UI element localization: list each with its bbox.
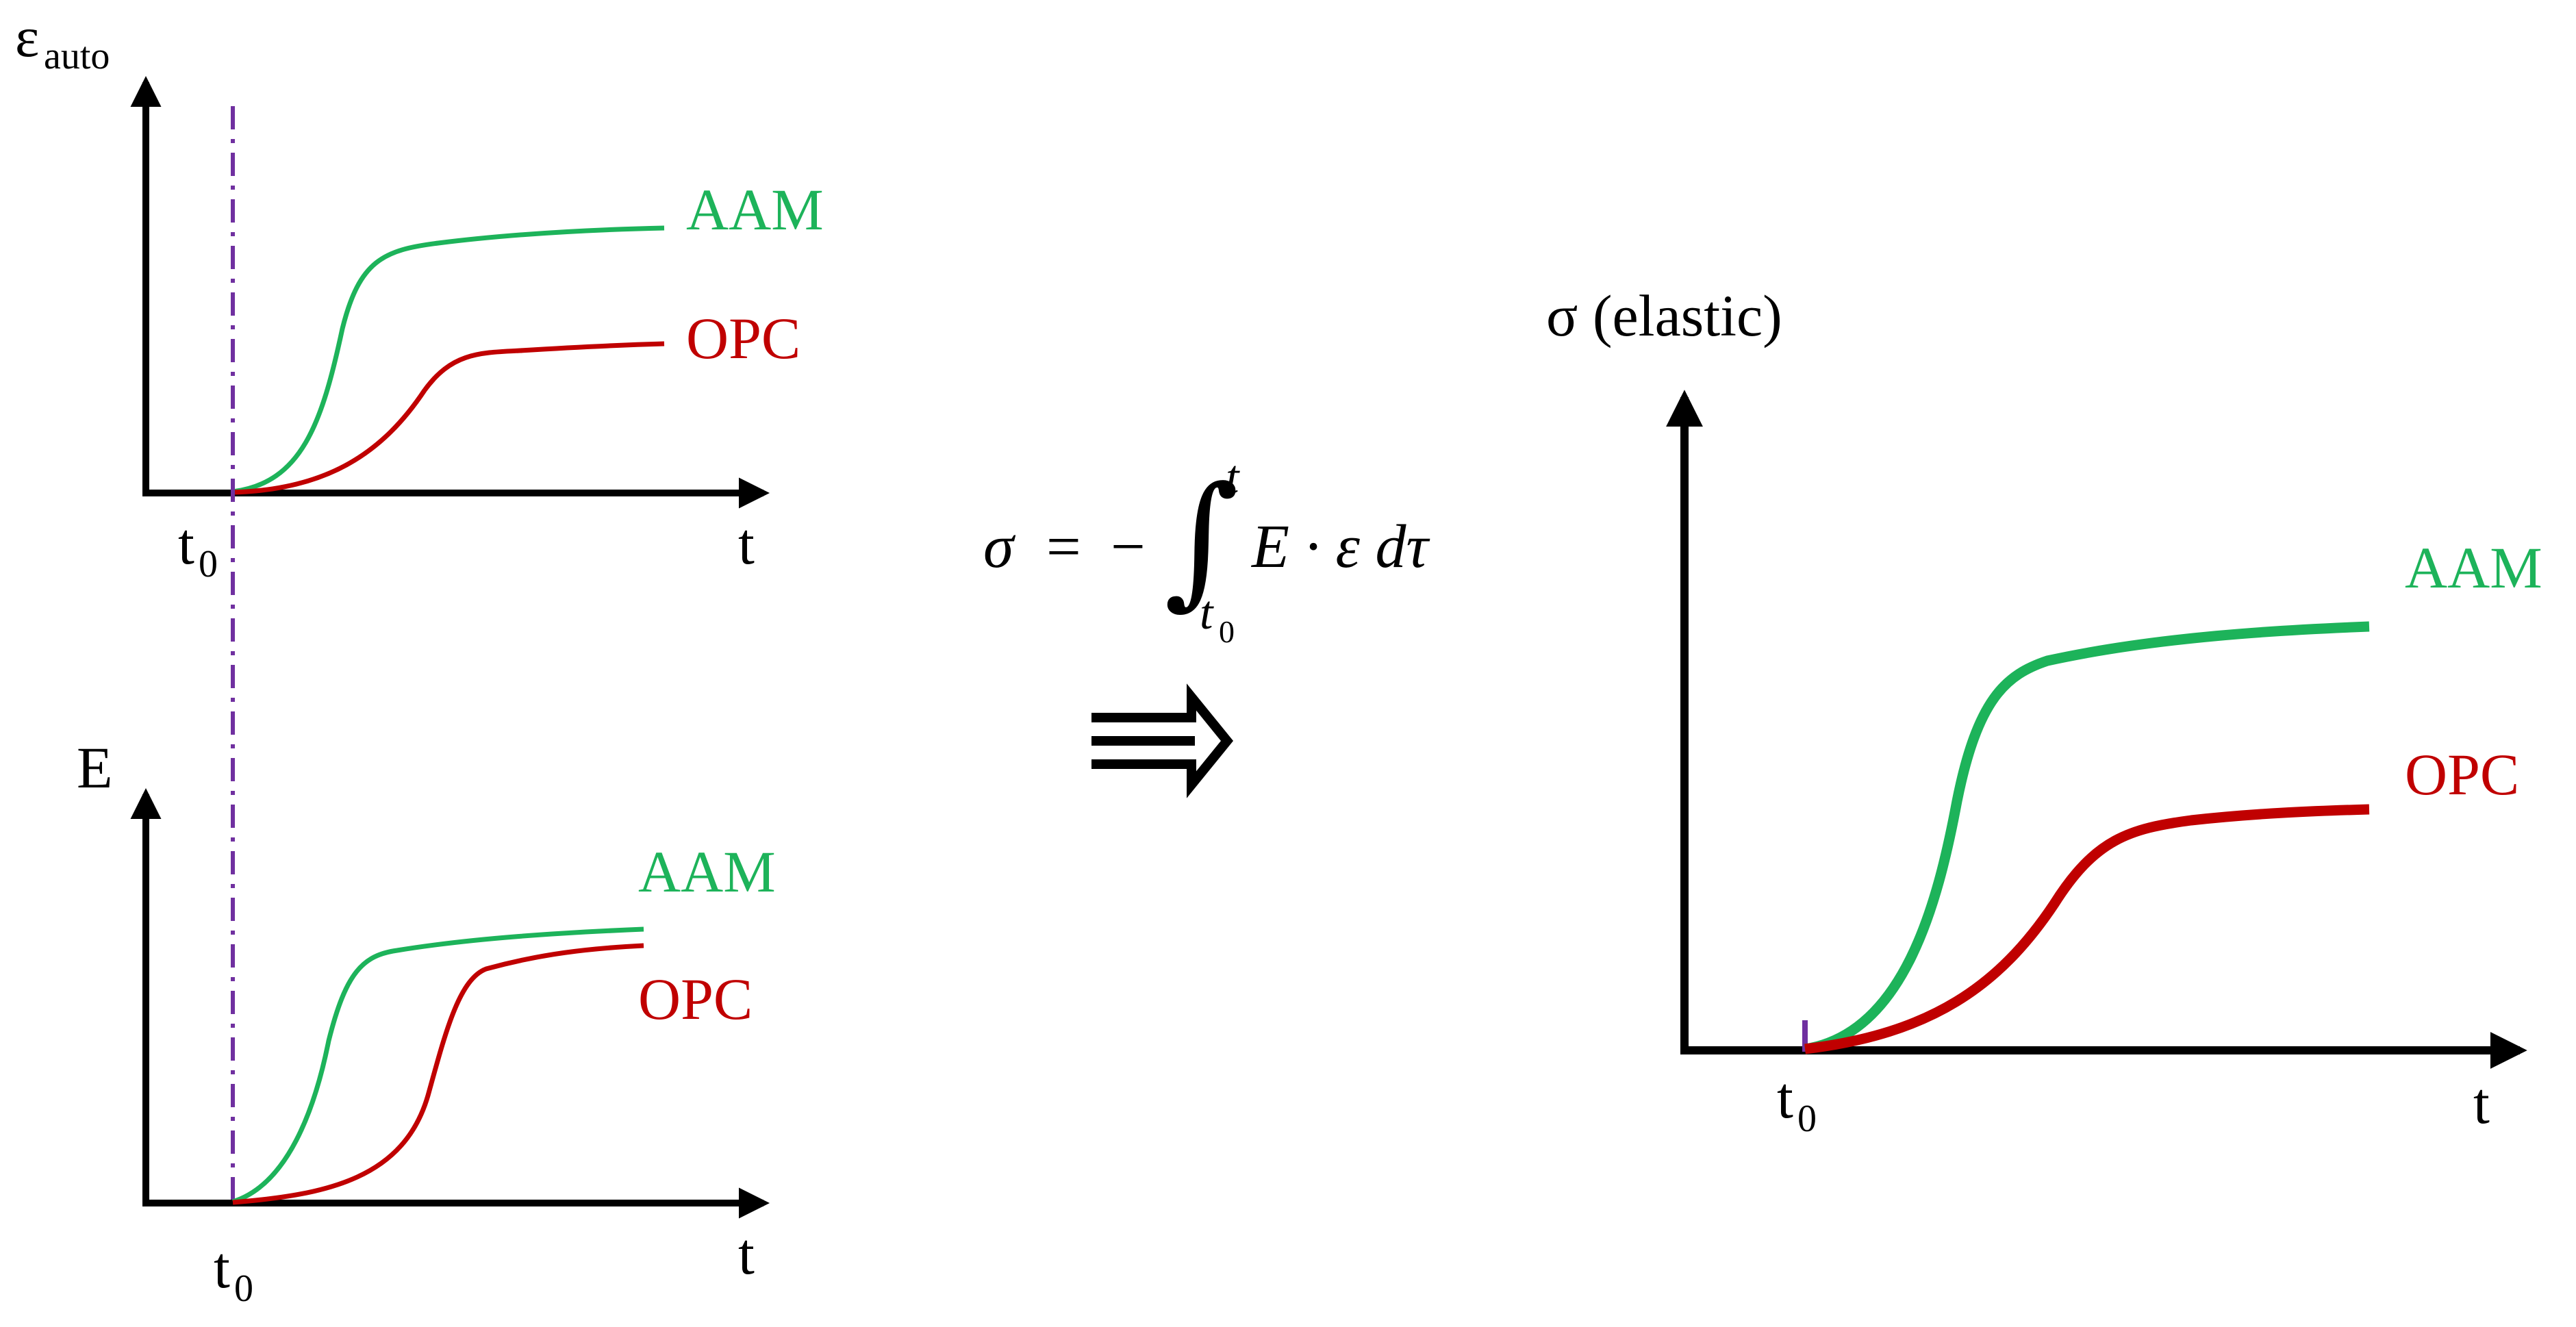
t0-label-sub: 0 <box>199 543 218 585</box>
integral-lower-limit-main: t <box>1200 587 1214 640</box>
y-axis-subscript: auto <box>44 35 110 77</box>
implies-arrow-icon: ⇒ <box>1091 683 1234 798</box>
integral-sign: ∫ <box>1164 455 1239 623</box>
t0-label-sub: 0 <box>1797 1098 1817 1140</box>
series-label-opc: OPC <box>2405 742 2519 807</box>
integral-upper-limit: t <box>1226 451 1240 504</box>
integral-lower-limit-sub: 0 <box>1219 614 1235 649</box>
opc-curve <box>1804 804 2370 1054</box>
x-axis-label: t <box>738 511 755 577</box>
t0-label-sub: 0 <box>234 1267 253 1310</box>
series-label-aam: AAM <box>638 839 776 905</box>
t0-label-main: t <box>214 1235 230 1300</box>
integral-equation: σ = − ∫ t t 0 E · ε dτ <box>983 451 1430 649</box>
opc-curve <box>232 341 665 495</box>
series-label-opc: OPC <box>686 305 800 371</box>
aam-curve <box>231 926 644 1204</box>
panel-elastic-modulus: E AAM OPC t 0 t <box>77 735 776 1310</box>
equation-minus: − <box>1111 513 1146 581</box>
aam-curve <box>232 225 665 494</box>
equation-equals: = <box>1046 513 1081 581</box>
series-label-aam: AAM <box>2405 535 2542 601</box>
opc-curve <box>232 943 644 1205</box>
y-axis-label: E <box>77 735 113 800</box>
series-label-opc: OPC <box>638 966 753 1032</box>
y-axis-symbol: ε <box>15 5 39 69</box>
t0-label-main: t <box>178 511 194 577</box>
equation-lhs: σ <box>983 513 1016 581</box>
panel-autogenous-strain: ε auto AAM OPC t 0 t <box>15 5 824 585</box>
y-axis-label: σ (elastic) <box>1546 283 1782 349</box>
integrand: E · ε dτ <box>1250 513 1430 581</box>
aam-curve <box>1804 621 2370 1054</box>
series-label-aam: AAM <box>686 177 824 242</box>
x-axis-label: t <box>738 1221 755 1287</box>
t0-label-main: t <box>1777 1065 1793 1130</box>
panel-elastic-stress: σ (elastic) AAM OPC t 0 t <box>1546 283 2542 1140</box>
x-axis-label: t <box>2473 1070 2490 1136</box>
